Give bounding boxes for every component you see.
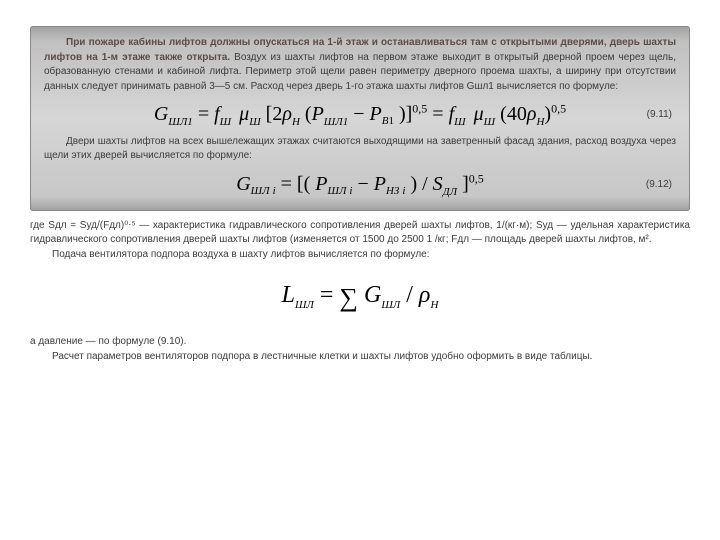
equation-9-11-row: GШЛ1 = fШ μШ [2ρН (PШЛ1 − P В1 )]0,5 = f… bbox=[44, 100, 676, 131]
paragraph-4: Подача вентилятора подпора воздуха в шах… bbox=[30, 248, 690, 263]
equation-L-row: LШЛ = ∑ GШЛ / ρН bbox=[30, 278, 690, 317]
paragraph-3: где Sдл = Sуд/(Fдл)⁰⋅⁵ — характеристика … bbox=[30, 219, 690, 248]
equation-9-11-number: (9.11) bbox=[647, 108, 672, 123]
paragraph-1: При пожаре кабины лифтов должны опускать… bbox=[44, 36, 676, 94]
highlight-box: При пожаре кабины лифтов должны опускать… bbox=[30, 26, 690, 211]
body-after-box: где Sдл = Sуд/(Fдл)⁰⋅⁵ — характеристика … bbox=[30, 219, 690, 364]
equation-L: LШЛ = ∑ GШЛ / ρН bbox=[282, 278, 439, 317]
equation-9-12-number: (9.12) bbox=[646, 178, 672, 193]
paragraph-2: Двери шахты лифтов на всех вышележащих э… bbox=[44, 135, 676, 164]
paragraph-5: а давление — по формуле (9.10). bbox=[30, 335, 690, 350]
equation-9-12-row: G ШЛi = [( P ШЛi − P НЗi ) / SДЛ ]0,5 (9… bbox=[44, 170, 676, 201]
paragraph-6: Расчет параметров вентиляторов подпора в… bbox=[30, 350, 690, 365]
equation-9-11: GШЛ1 = fШ μШ [2ρН (PШЛ1 − P В1 )]0,5 = f… bbox=[154, 100, 566, 131]
equation-9-12: G ШЛi = [( P ШЛi − P НЗi ) / SДЛ ]0,5 bbox=[236, 170, 484, 201]
document-page: При пожаре кабины лифтов должны опускать… bbox=[0, 0, 720, 540]
